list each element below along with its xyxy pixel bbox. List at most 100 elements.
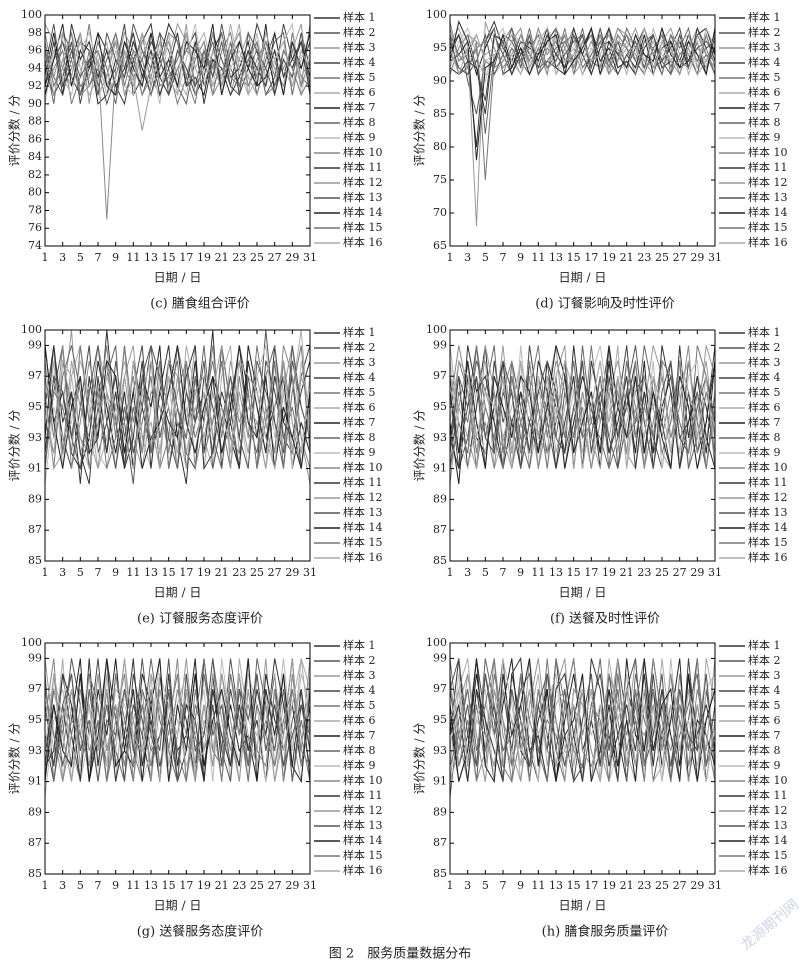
legend-label: 样本 8 xyxy=(748,430,781,444)
series-line xyxy=(449,658,716,782)
x-tick-label: 7 xyxy=(95,251,102,264)
legend-label: 样本 14 xyxy=(748,520,788,534)
legend-label: 样本 10 xyxy=(343,145,383,159)
legend-label: 样本 1 xyxy=(343,325,376,339)
x-tick-label: 21 xyxy=(620,251,634,264)
x-axis-label: 日期 / 日 xyxy=(559,271,607,285)
legend-label: 样本 16 xyxy=(343,550,383,564)
y-tick-label: 100 xyxy=(426,636,447,649)
legend-label: 样本 7 xyxy=(343,415,376,429)
x-tick-label: 31 xyxy=(303,251,317,264)
y-tick-label: 88 xyxy=(28,115,42,128)
y-tick-label: 89 xyxy=(28,492,42,505)
legend-label: 样本 5 xyxy=(343,698,376,712)
chart-caption: (f) 送餐及时性评价 xyxy=(550,611,660,627)
legend-label: 样本 12 xyxy=(748,803,788,817)
legend-label: 样本 6 xyxy=(343,713,376,727)
y-tick-label: 98 xyxy=(28,26,42,39)
legend-label: 样本 9 xyxy=(343,130,376,144)
y-tick-label: 95 xyxy=(28,400,42,413)
legend-label: 样本 15 xyxy=(343,848,383,862)
legend-label: 样本 4 xyxy=(343,55,376,69)
legend-label: 样本 1 xyxy=(748,638,781,652)
legend-label: 样本 9 xyxy=(748,758,781,772)
x-tick-label: 29 xyxy=(690,566,704,579)
x-tick-label: 15 xyxy=(162,251,176,264)
y-tick-label: 92 xyxy=(28,79,42,92)
x-tick-label: 3 xyxy=(59,566,66,579)
legend-label: 样本 16 xyxy=(748,235,788,249)
y-axis-label: 评价分数 / 分 xyxy=(412,95,427,167)
legend-label: 样本 4 xyxy=(748,683,781,697)
legend-label: 样本 13 xyxy=(748,818,788,832)
legend-label: 样本 14 xyxy=(343,833,383,847)
x-tick-label: 21 xyxy=(215,566,229,579)
y-tick-label: 96 xyxy=(28,44,42,57)
legend-label: 样本 13 xyxy=(343,505,383,519)
x-tick-label: 1 xyxy=(447,251,454,264)
x-tick-label: 25 xyxy=(250,879,264,892)
x-axis-label: 日期 / 日 xyxy=(154,586,202,600)
series-line xyxy=(44,658,311,782)
series-line xyxy=(449,658,716,784)
y-tick-label: 76 xyxy=(28,221,42,234)
x-tick-label: 25 xyxy=(250,251,264,264)
series-line xyxy=(44,658,311,784)
x-tick-label: 29 xyxy=(285,879,299,892)
y-axis-label: 评价分数 / 分 xyxy=(412,410,427,482)
x-tick-label: 5 xyxy=(77,566,84,579)
legend-label: 样本 3 xyxy=(343,40,376,54)
legend-label: 样本 5 xyxy=(748,70,781,84)
y-tick-label: 100 xyxy=(21,636,42,649)
x-tick-label: 23 xyxy=(232,566,246,579)
x-tick-label: 7 xyxy=(500,566,507,579)
y-tick-label: 86 xyxy=(28,132,42,145)
x-tick-label: 19 xyxy=(197,566,211,579)
x-tick-label: 13 xyxy=(549,251,563,264)
x-tick-label: 3 xyxy=(59,251,66,264)
y-tick-label: 89 xyxy=(28,805,42,818)
x-tick-label: 17 xyxy=(179,879,193,892)
y-tick-label: 80 xyxy=(433,140,447,153)
legend-label: 样本 8 xyxy=(748,115,781,129)
x-tick-label: 27 xyxy=(673,566,687,579)
y-tick-label: 70 xyxy=(433,206,447,219)
chart-caption: (d) 订餐影响及时性评价 xyxy=(535,296,675,312)
legend-label: 样本 11 xyxy=(748,788,788,802)
x-tick-label: 17 xyxy=(584,566,598,579)
chart-panel: 样本 1样本 2样本 3样本 4样本 5样本 6样本 7样本 8样本 9样本 1… xyxy=(412,636,788,940)
legend-label: 样本 10 xyxy=(343,460,383,474)
series-line xyxy=(449,20,716,161)
series-line xyxy=(44,359,311,469)
x-axis-label: 日期 / 日 xyxy=(559,586,607,600)
x-tick-label: 9 xyxy=(517,251,524,264)
legend-label: 样本 7 xyxy=(748,100,781,114)
chart-caption: (c) 膳食组合评价 xyxy=(150,296,250,312)
legend-label: 样本 12 xyxy=(343,490,383,504)
series-line xyxy=(449,345,716,469)
series-line xyxy=(44,31,311,104)
x-tick-label: 5 xyxy=(482,879,489,892)
figure-caption: 图 2 服务质量数据分布 xyxy=(329,946,471,962)
y-tick-label: 80 xyxy=(28,186,42,199)
series-line xyxy=(449,26,716,77)
legend-label: 样本 3 xyxy=(748,40,781,54)
legend-label: 样本 6 xyxy=(748,713,781,727)
legend-label: 样本 8 xyxy=(343,743,376,757)
x-tick-label: 11 xyxy=(126,566,140,579)
legend-label: 样本 10 xyxy=(343,773,383,787)
legend-label: 样本 7 xyxy=(343,728,376,742)
y-tick-label: 93 xyxy=(28,431,42,444)
legend-label: 样本 13 xyxy=(748,190,788,204)
y-tick-label: 87 xyxy=(28,523,42,536)
x-tick-label: 11 xyxy=(126,251,140,264)
series-line xyxy=(449,26,716,76)
legend-label: 样本 14 xyxy=(748,205,788,219)
plot-frame xyxy=(44,642,311,875)
legend-label: 样本 12 xyxy=(748,175,788,189)
x-tick-label: 5 xyxy=(482,251,489,264)
y-tick-label: 91 xyxy=(28,775,42,788)
x-tick-label: 19 xyxy=(602,251,616,264)
x-tick-label: 1 xyxy=(42,879,49,892)
legend-label: 样本 9 xyxy=(748,445,781,459)
